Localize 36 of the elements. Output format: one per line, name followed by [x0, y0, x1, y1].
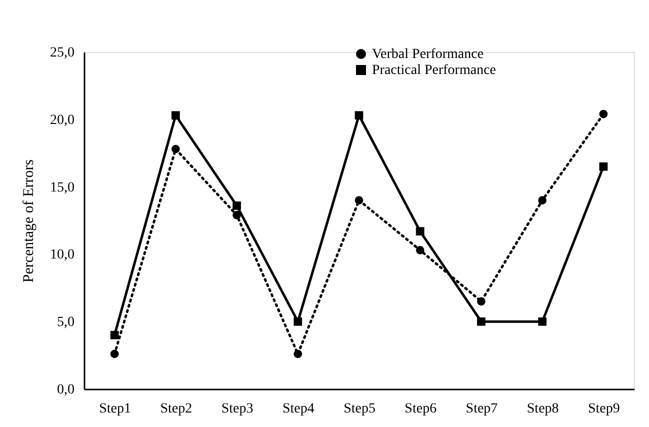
- point: [232, 201, 241, 210]
- x-tick-label: Step7: [466, 402, 498, 416]
- y-tick-label: 15,0: [50, 180, 74, 196]
- point: [110, 330, 119, 340]
- point: [232, 210, 241, 220]
- x-tick-label: Step3: [221, 402, 254, 416]
- y-axis-title: Percentage of Errors: [21, 159, 37, 283]
- x-tick-label: Step4: [282, 402, 314, 416]
- x-tick-label: Step6: [404, 402, 437, 416]
- legend-label: Verbal Performance: [372, 47, 484, 62]
- x-tick-label: Step2: [160, 402, 192, 416]
- y-tick-label: 20,0: [50, 112, 74, 128]
- point: [538, 196, 547, 204]
- x-tick-label: Step8: [526, 402, 559, 416]
- point: [477, 297, 486, 306]
- point: [294, 317, 302, 326]
- point: [171, 144, 180, 154]
- point: [294, 350, 302, 358]
- point: [416, 227, 424, 236]
- legend-label: Practical Performance: [372, 63, 496, 78]
- y-tick-label: 0,0: [57, 382, 74, 398]
- point: [599, 162, 608, 171]
- y-tick-label: 5,0: [57, 315, 74, 330]
- x-tick-label: Step1: [99, 402, 131, 416]
- x-tick-label: Step9: [588, 402, 620, 416]
- y-tick-label: 25,0: [50, 46, 74, 60]
- point: [599, 110, 608, 118]
- x-tick-label: Step5: [344, 402, 376, 416]
- point: [171, 111, 180, 120]
- point: [477, 317, 486, 326]
- point: [538, 317, 547, 326]
- point: [354, 196, 364, 204]
- point: [416, 246, 424, 254]
- point: [354, 111, 364, 120]
- y-tick-label: 10,0: [50, 248, 74, 263]
- point: [110, 350, 119, 358]
